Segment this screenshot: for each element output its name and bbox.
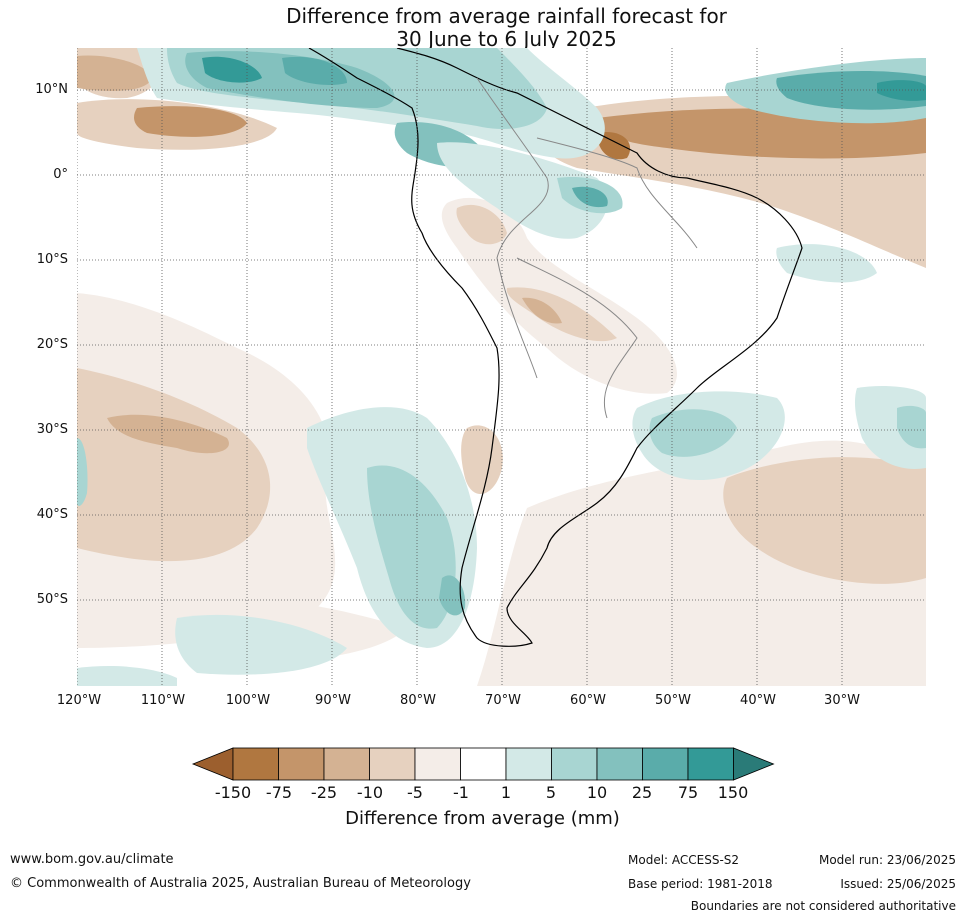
colorbar-legend	[191, 747, 775, 781]
lon-label-40w: 40°W	[740, 693, 776, 708]
website-link[interactable]: www.bom.gov.au/climate	[10, 852, 174, 867]
colorbar-arrow-low	[191, 747, 234, 781]
lat-label-40s: 40°S	[36, 507, 68, 522]
lon-label-100w: 100°W	[225, 693, 271, 708]
colorbar-tick: -1	[453, 783, 469, 802]
model-info: Model: ACCESS-S2	[628, 853, 740, 867]
lat-label-20s: 20°S	[36, 337, 68, 352]
lon-label-90w: 90°W	[315, 693, 351, 708]
lat-label-50s: 50°S	[36, 592, 68, 607]
lon-label-30w: 30°W	[824, 693, 860, 708]
colorbar-tick: 1	[500, 783, 512, 802]
colorbar-tick: -10	[356, 783, 384, 802]
coastline	[308, 48, 803, 647]
colorbar-cell	[596, 747, 643, 781]
map-title-line-2: 30 June to 6 July 2025	[396, 27, 617, 51]
colorbar-tick: 25	[631, 783, 653, 802]
colorbar-cell	[323, 747, 370, 781]
colorbar-cell	[460, 747, 507, 781]
colorbar-tick: -25	[310, 783, 338, 802]
model-run-info: Model run: 23/06/2025	[818, 853, 956, 867]
copyright-notice: © Commonwealth of Australia 2025, Austra…	[10, 876, 471, 891]
colorbar-cell	[642, 747, 689, 781]
colorbar-cell	[551, 747, 598, 781]
map-title-line-1: Difference from average rainfall forecas…	[286, 4, 727, 28]
colorbar-tick: -75	[265, 783, 293, 802]
colorbar-cell	[505, 747, 552, 781]
lon-label-120w: 120°W	[56, 693, 102, 708]
colorbar-tick: -5	[407, 783, 423, 802]
colorbar-cell	[278, 747, 325, 781]
colorbar-tick: 75	[677, 783, 699, 802]
lat-label-10n: 10°N	[35, 82, 68, 97]
colorbar-tick: 150	[717, 783, 749, 802]
colorbar-cell	[232, 747, 279, 781]
boundaries-disclaimer: Boundaries are not considered authoritat…	[690, 899, 956, 913]
lat-label-10s: 10°S	[36, 252, 68, 267]
colorbar-arrow-high	[733, 747, 775, 781]
colorbar-cell	[414, 747, 461, 781]
colorbar-tick: -150	[214, 783, 252, 802]
lon-label-110w: 110°W	[140, 693, 186, 708]
colorbar-cell	[369, 747, 416, 781]
rainfall-anomaly-map	[77, 48, 926, 686]
gridlines	[77, 48, 926, 686]
lon-label-70w: 70°W	[485, 693, 521, 708]
lat-label-0: 0°	[53, 167, 68, 182]
colorbar-label: Difference from average (mm)	[345, 808, 620, 829]
lon-label-60w: 60°W	[570, 693, 606, 708]
country-borders	[476, 77, 698, 419]
colorbar-tick: 5	[545, 783, 557, 802]
base-period-info: Base period: 1981-2018	[628, 877, 773, 891]
colorbar-cell	[687, 747, 734, 781]
colorbar-tick: 10	[586, 783, 608, 802]
issued-info: Issued: 25/06/2025	[840, 877, 956, 891]
lon-label-80w: 80°W	[400, 693, 436, 708]
lon-label-50w: 50°W	[655, 693, 691, 708]
lat-label-30s: 30°S	[36, 422, 68, 437]
